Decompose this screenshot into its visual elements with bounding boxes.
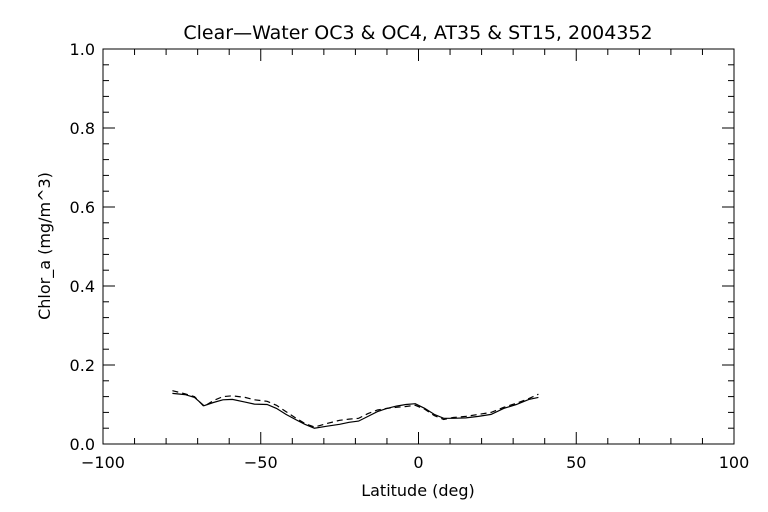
y-tick-label: 0.2 — [70, 356, 95, 375]
chart-title: Clear—Water OC3 & OC4, AT35 & ST15, 2004… — [183, 22, 652, 44]
major-ticks — [102, 48, 735, 445]
series-lines — [172, 390, 539, 429]
y-tick-labels: 0.0 0.2 0.4 0.6 0.8 1.0 — [70, 40, 95, 454]
series-line-solid — [172, 392, 539, 429]
x-tick-label: 0 — [413, 453, 423, 472]
x-tick-labels: −100 −50 0 50 100 — [81, 453, 749, 472]
x-tick-label: 100 — [719, 453, 750, 472]
y-tick-label: 0.0 — [70, 435, 95, 454]
x-tick-label: −50 — [244, 453, 278, 472]
x-axis-label: Latitude (deg) — [361, 481, 475, 500]
y-tick-label: 0.4 — [70, 277, 95, 296]
x-tick-label: 50 — [566, 453, 586, 472]
series-line-dashed — [172, 390, 539, 428]
y-axis-label: Chlor_a (mg/m^3) — [35, 172, 55, 320]
x-tick-label: −100 — [81, 453, 125, 472]
y-tick-label: 0.6 — [70, 198, 95, 217]
y-tick-label: 1.0 — [70, 40, 95, 59]
y-tick-label: 0.8 — [70, 119, 95, 138]
plot-frame — [102, 48, 735, 445]
minor-ticks — [103, 49, 734, 444]
